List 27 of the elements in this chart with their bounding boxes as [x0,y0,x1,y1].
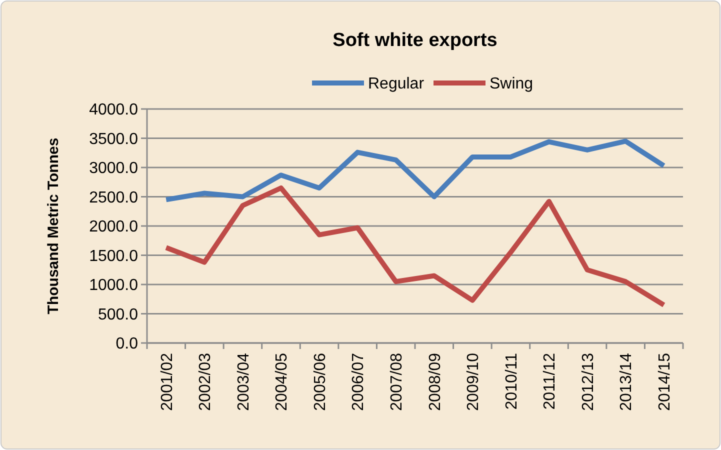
y-tick-label: 0.0 [116,336,138,353]
x-tick-label: 2014/15 [656,352,674,411]
y-tick-label: 500.0 [98,306,138,324]
x-tick-label: 2006/07 [350,352,368,411]
x-tick-label: 2005/06 [312,352,329,411]
y-axis-title: Thousand Metric Tonnes [45,138,62,314]
chart-title: Soft white exports [332,30,498,51]
x-tick-label: 2012/13 [580,352,597,411]
legend-label: Swing [490,76,534,93]
x-tick-label: 2008/09 [426,352,444,411]
legend-label: Regular [368,76,425,93]
x-tick-label: 2004/05 [274,352,291,411]
x-tick-label: 2002/03 [197,352,214,411]
y-tick-label: 3000.0 [89,160,138,178]
y-tick-label: 2000.0 [89,218,138,236]
y-tick-label: 3500.0 [89,130,138,148]
x-tick-label: 2003/04 [235,352,252,411]
y-tick-label: 4000.0 [89,102,138,119]
x-tick-label: 2009/10 [465,352,482,411]
x-tick-label: 2007/08 [388,352,406,411]
x-tick-label: 2010/11 [503,352,520,410]
x-tick-label: 2001/02 [158,352,176,411]
x-tick-label: 2013/14 [618,352,636,411]
y-tick-label: 1000.0 [89,277,138,294]
y-tick-label: 1500.0 [89,248,138,265]
x-tick-label: 2011/12 [542,352,559,410]
y-tick-label: 2500.0 [89,189,138,206]
